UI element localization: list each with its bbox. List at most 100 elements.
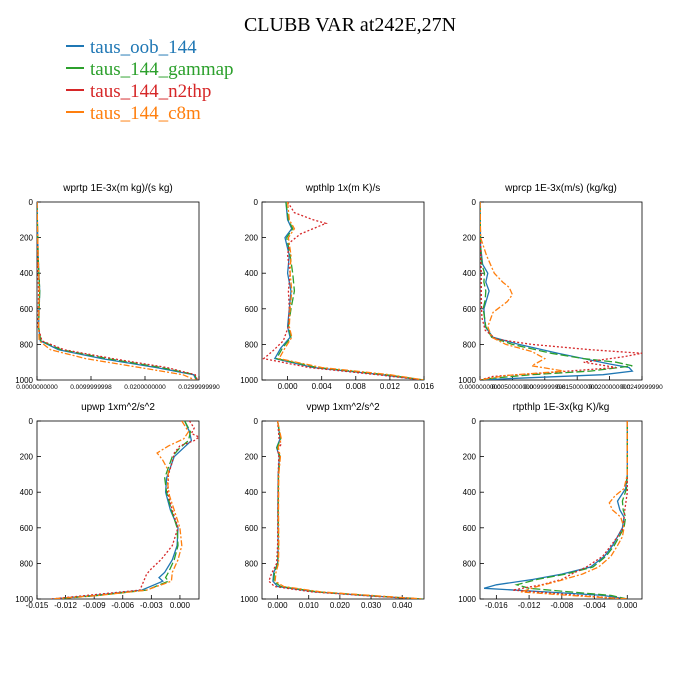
series-line-taus-144-gammap: [273, 421, 423, 599]
y-tick-label: 1000: [240, 595, 258, 604]
x-tick-label: -0.003: [140, 601, 163, 610]
legend-item-taus-144-n2thp: taus_144_n2thp: [66, 81, 211, 103]
panel-title: rtpthlp 1E-3x(kg K)/kg: [513, 402, 610, 413]
legend-line-icon: [66, 66, 84, 69]
series-line-taus-oob-144: [483, 421, 628, 599]
series-line-taus-144-c8m: [520, 421, 628, 599]
legend-line-icon: [66, 44, 84, 47]
y-tick-label: 0: [472, 417, 477, 426]
y-tick-label: 200: [20, 234, 34, 243]
y-tick-label: 200: [245, 453, 259, 462]
y-tick-label: 600: [245, 305, 259, 314]
plot-frame: [479, 201, 643, 381]
series-line-taus-144-gammap: [514, 421, 628, 599]
y-tick-label: 400: [245, 269, 259, 278]
y-tick-label: 400: [20, 488, 34, 497]
plot-frame: [36, 201, 200, 381]
y-tick-label: 0: [29, 417, 34, 426]
series-line-taus-oob-144: [480, 202, 634, 380]
x-tick-label: 0.0099999998: [70, 384, 112, 391]
series-line-taus-oob-144: [37, 202, 197, 380]
y-tick-label: 1000: [15, 376, 33, 385]
x-tick-label: -0.006: [111, 601, 134, 610]
y-tick-label: 800: [245, 559, 259, 568]
y-tick-label: 200: [245, 234, 259, 243]
series-line-taus-oob-144: [51, 421, 193, 599]
y-tick-label: 0: [254, 417, 259, 426]
y-tick-label: 200: [463, 453, 477, 462]
series-line-taus-144-n2thp: [512, 421, 628, 599]
x-tick-label: 0.0000000000: [459, 384, 501, 391]
y-tick-label: 200: [463, 234, 477, 243]
x-tick-label: -0.015: [26, 601, 49, 610]
y-tick-label: 0: [472, 198, 477, 207]
legend-label: taus_144_n2thp: [90, 81, 212, 102]
x-tick-label: 0.0150000000: [556, 384, 598, 391]
chart-panel-5: vpwp 1xm^2/s^2 0 200 400 600 800 1000 0.000 0.01…: [240, 402, 425, 610]
y-tick-label: 1000: [240, 376, 258, 385]
panel-title: wprtp 1E-3x(m kg)/(s kg): [62, 183, 172, 194]
chart-panel-1: wprtp 1E-3x(m kg)/(s kg) 0 200 400 600 800 100…: [15, 183, 220, 391]
y-tick-label: 0: [254, 198, 259, 207]
x-tick-label: -0.012: [518, 601, 541, 610]
series-line-taus-oob-144: [273, 202, 423, 380]
chart-panel-2: wpthlp 1x(m K)/s 0 200 400 600 800 1000 0.000 0.…: [240, 183, 434, 391]
x-tick-label: 0.0200000000: [589, 384, 631, 391]
x-tick-label: 0.000: [617, 601, 638, 610]
x-tick-label: 0.0299999990: [178, 384, 220, 391]
x-tick-label: 0.000: [170, 601, 191, 610]
panel-title: wprcp 1E-3x(m/s) (kg/kg): [504, 183, 617, 194]
series-line-taus-144-n2thp: [268, 421, 421, 599]
series-line-taus-144-gammap: [275, 202, 424, 380]
x-tick-label: 0.012: [380, 382, 401, 391]
legend-item-taus-oob-144: taus_oob_144: [66, 37, 197, 59]
y-tick-label: 800: [20, 340, 34, 349]
figure-title: CLUBB VAR at242E,27N: [243, 14, 457, 36]
x-tick-label: 0.0200000000: [124, 384, 166, 391]
legend-label: taus_oob_144: [90, 37, 197, 58]
x-tick-label: 0.030: [361, 601, 382, 610]
y-tick-label: 400: [245, 488, 259, 497]
series-line-taus-144-c8m: [37, 202, 196, 380]
y-tick-label: 600: [20, 524, 34, 533]
chart-panel-3: wprcp 1E-3x(m/s) (kg/kg) 0 200 400 600 800 100…: [458, 183, 663, 391]
chart-panel-6: rtpthlp 1E-3x(kg K)/kg02004006008001000-…: [458, 402, 643, 610]
legend-label: taus_144_gammap: [90, 59, 234, 80]
x-tick-label: 0.040: [392, 601, 413, 610]
y-tick-label: 600: [463, 524, 477, 533]
plot-frame: [36, 420, 200, 600]
legend-item-taus-144-c8m: taus_144_c8m: [66, 103, 201, 125]
y-tick-label: 400: [463, 269, 477, 278]
y-tick-label: 0: [29, 198, 34, 207]
series-line-taus-144-c8m: [278, 202, 424, 380]
series-line-taus-144-gammap: [37, 202, 198, 380]
x-tick-label: -0.008: [550, 601, 573, 610]
y-tick-label: 1000: [458, 595, 476, 604]
x-tick-label: 0.000: [278, 382, 299, 391]
x-tick-label: 0.0000000000: [16, 384, 58, 391]
y-tick-label: 600: [245, 524, 259, 533]
x-tick-label: 0.020: [330, 601, 351, 610]
series-line-taus-144-n2thp: [37, 202, 199, 380]
plot-frame: [261, 201, 425, 381]
legend-item-taus-144-gammap: taus_144_gammap: [66, 59, 234, 81]
plot-frame: [479, 420, 643, 600]
legend-label: taus_144_c8m: [90, 103, 201, 124]
x-tick-label: -0.009: [83, 601, 106, 610]
series-line-taus-oob-144: [272, 421, 421, 599]
panel-title: upwp 1xm^2/s^2: [81, 402, 155, 413]
series-line-taus-144-n2thp: [480, 202, 642, 380]
y-tick-label: 600: [20, 305, 34, 314]
panel-title: vpwp 1xm^2/s^2: [306, 402, 380, 413]
y-tick-label: 1000: [458, 376, 476, 385]
series-line-taus-144-c8m: [274, 421, 424, 599]
x-tick-label: 0.016: [414, 382, 435, 391]
series-line-taus-144-c8m: [480, 202, 565, 380]
y-tick-label: 1000: [15, 595, 33, 604]
series-line-taus-144-gammap: [480, 202, 633, 380]
x-tick-label: -0.012: [54, 601, 77, 610]
x-tick-label: -0.004: [583, 601, 606, 610]
x-tick-label: 0.004: [312, 382, 333, 391]
